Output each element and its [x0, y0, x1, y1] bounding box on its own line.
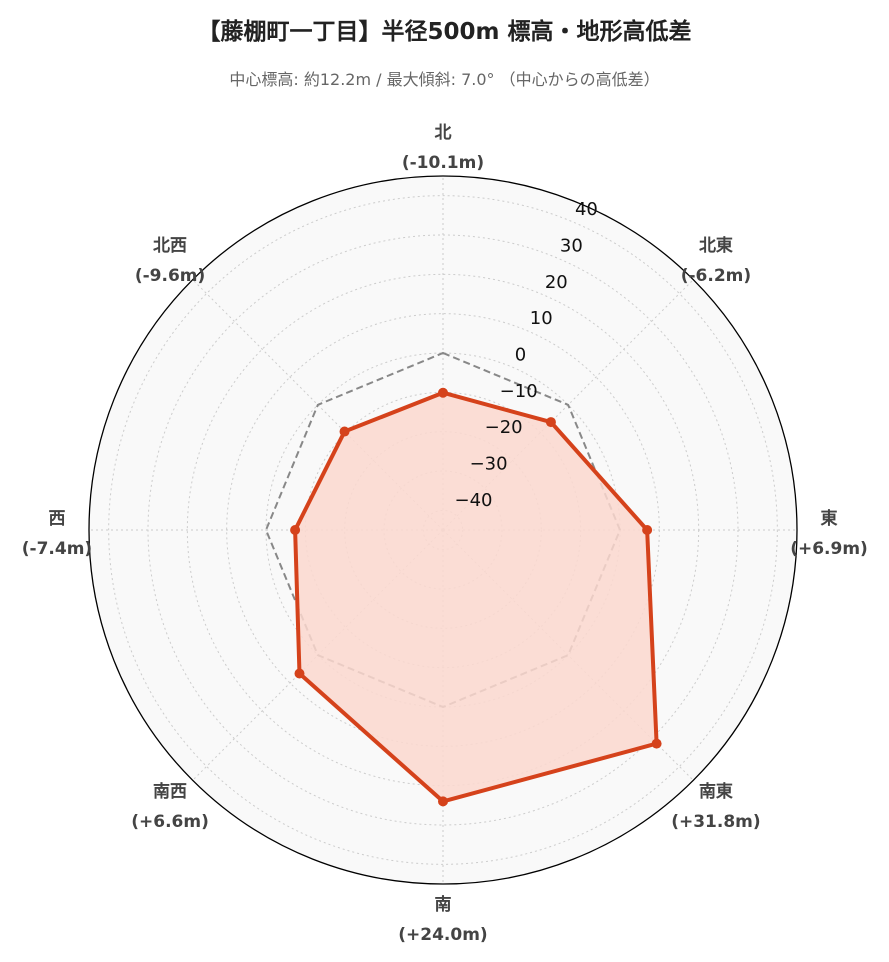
- direction-label: 西: [49, 509, 66, 529]
- direction-label: 北西: [153, 236, 187, 256]
- series-point: [545, 417, 556, 428]
- direction-label: 南: [435, 894, 452, 915]
- radial-tick-label: −10: [500, 381, 538, 402]
- direction-label: 東: [821, 508, 838, 529]
- grid-circle: [108, 195, 778, 865]
- direction-value-label: (+6.9m): [790, 539, 868, 559]
- radial-tick-label: 40: [575, 199, 598, 220]
- series-area: [295, 392, 657, 802]
- direction-label: 北東: [699, 235, 733, 256]
- series-point: [339, 426, 350, 437]
- direction-value-label: (-6.2m): [681, 266, 751, 286]
- direction-value-label: (+24.0m): [398, 925, 487, 945]
- series-point: [438, 796, 448, 807]
- chart-title: 【藤棚町一丁目】半径500m 標高・地形高低差: [197, 19, 692, 45]
- series-point: [642, 525, 653, 535]
- series-point: [438, 387, 448, 398]
- radial-tick-label: −40: [455, 490, 493, 511]
- series-point: [294, 668, 305, 679]
- radial-tick-label: −30: [470, 453, 508, 474]
- direction-value-label: (-10.1m): [402, 153, 484, 173]
- radial-tick-label: 0: [515, 344, 526, 365]
- series-point: [651, 738, 662, 749]
- direction-value-label: (-9.6m): [135, 266, 205, 286]
- chart-subtitle: 中心標高: 約12.2m / 最大傾斜: 7.0° （中心からの高低差）: [229, 70, 660, 89]
- direction-label: 南東: [699, 781, 733, 802]
- radial-tick-label: 10: [530, 308, 553, 329]
- radial-tick-label: 20: [545, 272, 568, 293]
- series-point: [290, 525, 301, 535]
- direction-value-label: (-7.4m): [22, 539, 92, 559]
- direction-value-label: (+31.8m): [671, 812, 760, 832]
- polar-frame: [88, 175, 798, 885]
- radial-tick-label: 30: [560, 235, 583, 256]
- radial-tick-label: −20: [485, 417, 523, 438]
- direction-label: 北: [435, 123, 452, 143]
- direction-label: 南西: [153, 781, 187, 802]
- direction-value-label: (+6.6m): [131, 812, 209, 832]
